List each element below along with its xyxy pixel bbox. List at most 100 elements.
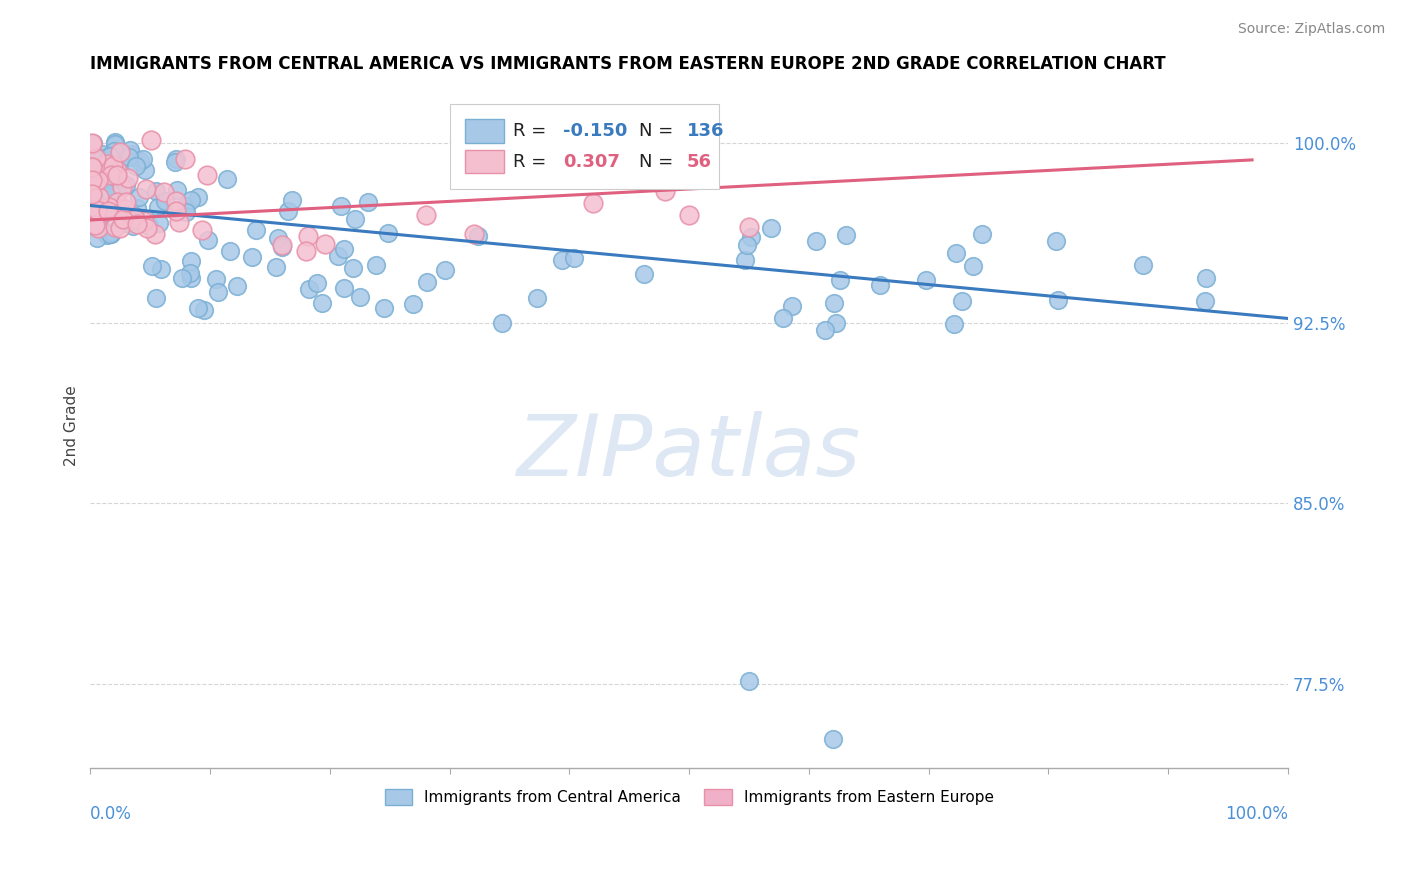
Point	[96, 189, 118, 203]
Point	[110, 145, 132, 159]
Point	[138, 219, 160, 233]
Point	[83, 218, 105, 232]
Point	[93, 160, 115, 174]
Point	[97, 200, 120, 214]
Point	[149, 261, 172, 276]
Point	[195, 168, 218, 182]
Point	[176, 199, 198, 213]
Point	[134, 163, 156, 178]
Point	[117, 171, 139, 186]
Point	[582, 196, 605, 211]
FancyBboxPatch shape	[465, 120, 503, 143]
Point	[80, 136, 103, 151]
Text: R =: R =	[513, 122, 553, 140]
Point	[128, 190, 150, 204]
Point	[155, 194, 177, 208]
Point	[821, 731, 844, 746]
Point	[98, 149, 121, 163]
Point	[218, 244, 240, 258]
Point	[80, 160, 103, 174]
Text: R =: R =	[513, 153, 553, 170]
Point	[104, 135, 127, 149]
Point	[782, 299, 804, 313]
Point	[148, 200, 170, 214]
Point	[148, 216, 170, 230]
Point	[135, 182, 157, 196]
Point	[91, 157, 114, 171]
Point	[402, 297, 425, 311]
Point	[136, 221, 159, 235]
Point	[98, 148, 121, 162]
Point	[124, 209, 146, 223]
Legend: Immigrants from Central America, Immigrants from Eastern Europe: Immigrants from Central America, Immigra…	[378, 783, 1000, 812]
Point	[90, 166, 112, 180]
Point	[824, 316, 846, 330]
Point	[84, 179, 107, 194]
Point	[100, 168, 122, 182]
Point	[129, 153, 152, 168]
Point	[105, 168, 128, 182]
Point	[107, 209, 129, 223]
Point	[87, 173, 110, 187]
Text: 56: 56	[686, 153, 711, 170]
Text: 100.0%: 100.0%	[1225, 805, 1288, 823]
Point	[433, 263, 456, 277]
Point	[132, 152, 155, 166]
Point	[738, 220, 761, 235]
Point	[132, 214, 155, 228]
Point	[467, 228, 489, 243]
Point	[332, 281, 354, 295]
Point	[962, 259, 984, 273]
Point	[823, 296, 845, 310]
Point	[89, 186, 111, 201]
Point	[87, 219, 110, 233]
Point	[349, 290, 371, 304]
Text: N =: N =	[638, 122, 679, 140]
Point	[98, 227, 121, 241]
Point	[143, 227, 166, 242]
Text: 0.307: 0.307	[564, 153, 620, 170]
Point	[834, 227, 856, 242]
Point	[280, 194, 302, 208]
Point	[311, 295, 333, 310]
Point	[100, 227, 122, 241]
Point	[950, 293, 973, 308]
Point	[98, 186, 121, 200]
Point	[186, 301, 208, 315]
Point	[115, 178, 138, 192]
Point	[193, 303, 215, 318]
Point	[1194, 293, 1216, 308]
Point	[298, 283, 321, 297]
Point	[344, 211, 367, 226]
Point	[103, 159, 125, 173]
Point	[96, 201, 118, 215]
Point	[86, 203, 108, 218]
Point	[82, 136, 104, 150]
Point	[172, 271, 194, 285]
Point	[551, 252, 574, 267]
Point	[90, 202, 112, 217]
Point	[225, 279, 247, 293]
Point	[103, 137, 125, 152]
Point	[80, 187, 103, 202]
Point	[152, 185, 174, 199]
Point	[165, 203, 187, 218]
FancyBboxPatch shape	[465, 150, 503, 173]
Point	[326, 249, 349, 263]
Point	[80, 172, 103, 186]
Point	[264, 260, 287, 274]
Point	[125, 201, 148, 215]
Point	[83, 219, 105, 234]
Point	[526, 291, 548, 305]
Point	[82, 136, 104, 151]
FancyBboxPatch shape	[450, 103, 718, 189]
Point	[139, 133, 162, 147]
Point	[738, 674, 761, 689]
Point	[270, 240, 292, 254]
Point	[120, 147, 142, 161]
Point	[104, 220, 127, 235]
Point	[1132, 258, 1154, 272]
Point	[118, 143, 141, 157]
Point	[734, 252, 756, 267]
Point	[1045, 234, 1067, 248]
